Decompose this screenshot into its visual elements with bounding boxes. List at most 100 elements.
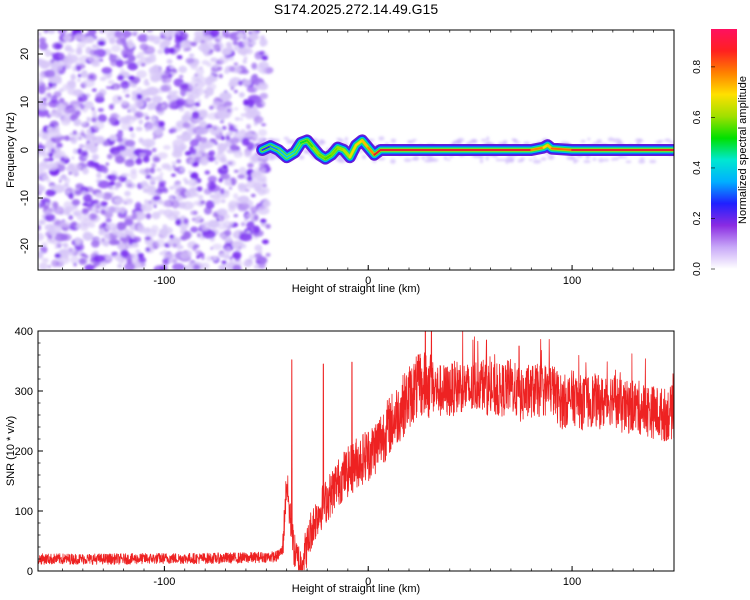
colorbar-tick-label: 0.2 xyxy=(692,211,703,225)
noise-speckle xyxy=(233,89,238,94)
noise-speckle xyxy=(86,160,94,168)
noise-speckle xyxy=(141,203,153,212)
halo-speckle xyxy=(320,140,325,146)
noise-speckle xyxy=(149,176,156,184)
noise-speckle xyxy=(173,215,179,220)
noise-speckle xyxy=(127,39,133,44)
ridge-segment xyxy=(261,145,272,151)
noise-speckle xyxy=(175,218,182,226)
noise-speckle xyxy=(127,75,135,81)
noise-speckle xyxy=(218,56,229,64)
noise-speckle xyxy=(155,175,163,181)
noise-speckle xyxy=(152,64,160,74)
noise-speckle xyxy=(251,173,257,177)
noise-speckle xyxy=(145,57,152,63)
noise-speckle xyxy=(177,201,187,209)
noise-speckle xyxy=(206,181,216,190)
noise-speckle xyxy=(196,255,200,259)
noise-speckle xyxy=(219,253,225,258)
noise-speckle xyxy=(151,117,156,123)
noise-speckle xyxy=(210,246,213,250)
noise-speckle xyxy=(199,157,209,166)
halo-speckle xyxy=(427,158,437,161)
noise-speckle xyxy=(95,210,100,214)
ridge-segment xyxy=(367,146,376,156)
noise-speckle xyxy=(251,62,258,70)
noise-speckle xyxy=(106,205,118,214)
noise-speckle xyxy=(194,102,201,107)
halo-speckle xyxy=(479,158,484,164)
noise-speckle xyxy=(229,144,239,152)
halo-speckle xyxy=(511,138,516,141)
noise-speckle xyxy=(188,170,192,174)
noise-speckle xyxy=(151,147,157,153)
noise-speckle xyxy=(124,159,135,167)
noise-speckle xyxy=(159,172,164,177)
noise-speckle xyxy=(180,83,189,90)
halo-speckle xyxy=(486,136,490,141)
noise-speckle xyxy=(122,88,127,94)
snr-series-line xyxy=(38,331,674,571)
noise-speckle xyxy=(144,199,149,204)
halo-speckle xyxy=(602,158,610,162)
noise-speckle xyxy=(66,247,77,256)
noise-speckle xyxy=(100,209,106,215)
noise-speckle xyxy=(72,130,78,136)
y-tick-label: 300 xyxy=(15,386,33,398)
noise-speckle xyxy=(80,70,88,79)
ridge-segment xyxy=(336,146,345,151)
noise-speckle xyxy=(187,81,198,90)
noise-speckle xyxy=(231,240,244,249)
noise-speckle xyxy=(80,131,85,137)
noise-speckle xyxy=(105,86,111,90)
noise-speckle xyxy=(124,218,134,226)
noise-speckle xyxy=(257,206,270,215)
noise-speckle xyxy=(46,92,52,98)
noise-speckle xyxy=(188,94,193,99)
noise-speckle xyxy=(130,132,136,139)
noise-speckle xyxy=(219,91,232,101)
noise-speckle xyxy=(58,52,65,59)
noise-speckle xyxy=(238,183,242,188)
noise-speckle xyxy=(102,192,113,201)
noise-speckle xyxy=(116,221,127,231)
noise-speckle xyxy=(230,86,235,91)
noise-speckle xyxy=(163,46,170,55)
noise-speckle xyxy=(218,216,221,220)
noise-speckle xyxy=(210,65,221,73)
noise-speckle xyxy=(115,132,124,138)
noise-speckle xyxy=(185,57,195,64)
noise-speckle xyxy=(220,233,227,239)
noise-speckle xyxy=(243,40,251,47)
noise-speckle xyxy=(80,129,85,133)
y-tick-label: 10 xyxy=(19,96,31,108)
noise-speckle xyxy=(216,126,220,130)
noise-speckle xyxy=(259,92,268,100)
noise-speckle xyxy=(178,74,184,79)
noise-speckle xyxy=(43,171,48,175)
colorbar-gradient xyxy=(711,29,737,269)
noise-speckle xyxy=(229,66,236,72)
noise-speckle xyxy=(73,262,77,267)
noise-speckle xyxy=(172,164,176,169)
noise-speckle xyxy=(54,253,61,258)
noise-speckle xyxy=(82,231,92,240)
noise-speckle xyxy=(200,200,206,205)
noise-speckle xyxy=(209,30,220,38)
halo-speckle xyxy=(639,157,645,160)
noise-speckle xyxy=(127,31,133,36)
halo-speckle xyxy=(637,139,644,143)
noise-speckle xyxy=(162,249,168,255)
noise-speckle xyxy=(244,188,250,192)
noise-speckle xyxy=(93,120,105,130)
noise-speckle xyxy=(119,68,125,72)
noise-speckle xyxy=(205,35,213,42)
noise-speckle xyxy=(38,85,46,95)
noise-speckle xyxy=(117,243,127,250)
noise-speckle xyxy=(184,150,192,156)
noise-speckle xyxy=(193,200,199,206)
halo-speckle xyxy=(583,159,591,164)
noise-speckle xyxy=(202,42,208,49)
noise-speckle xyxy=(38,185,46,193)
y-tick-label: 0 xyxy=(27,566,33,578)
